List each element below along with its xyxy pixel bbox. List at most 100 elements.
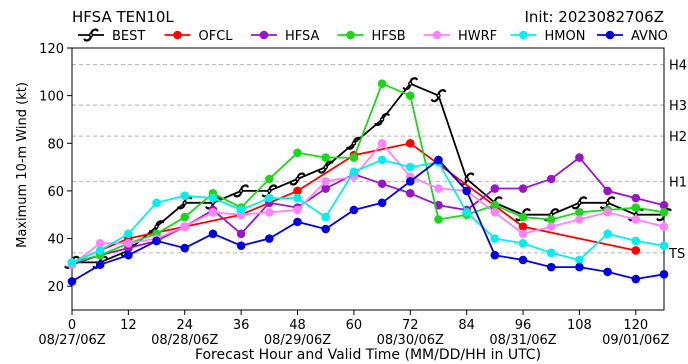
data-point-avno [236, 241, 246, 250]
category-label-ts: TS [668, 247, 685, 262]
data-point-best [430, 89, 447, 103]
legend-item-hmon: HMON [510, 29, 586, 44]
data-point-hfsa [575, 153, 584, 162]
data-point-avno [293, 217, 302, 227]
data-point-hmon [490, 234, 500, 243]
data-point-hfsa [603, 186, 612, 196]
series-line-hmon [71, 158, 665, 264]
data-point-avno [265, 234, 274, 243]
data-point-hfsb [180, 212, 190, 222]
data-point-best [233, 184, 249, 198]
data-point-hfsb [405, 91, 415, 100]
data-point-hmon [546, 248, 556, 258]
data-point-hwrf [293, 205, 302, 215]
legend-label-ofcl: OFCL [199, 29, 234, 44]
series-line-hfsb [71, 82, 665, 264]
data-point-avno [208, 229, 218, 239]
plot-frame [71, 47, 665, 311]
data-point-hfsb [293, 148, 302, 158]
data-point-avno [377, 198, 387, 208]
data-point-hmon [124, 229, 133, 239]
x-axis-label: Forecast Hour and Valid Time (MM/DD/HH i… [195, 347, 541, 363]
data-point-avno [180, 243, 190, 253]
x-tick-date-label: 08/31/06Z [489, 333, 556, 348]
legend-item-hwrf: HWRF [424, 29, 497, 44]
data-point-hfsa [405, 188, 415, 198]
category-label-h4: H4 [669, 59, 687, 74]
data-point-hfsb [490, 200, 500, 210]
data-point-hfsa [490, 184, 500, 193]
data-point-hwrf [490, 208, 500, 217]
data-point-hwrf [95, 239, 105, 248]
data-point-hfsa [236, 229, 246, 239]
x-tick-date-label: 09/01/06Z [602, 333, 669, 348]
data-point-hwrf [265, 208, 274, 217]
data-point-hfsb [434, 215, 443, 224]
x-tick-label: 84 [458, 318, 475, 333]
data-point-ofcl [631, 246, 641, 255]
legend-label-hfsb: HFSB [372, 29, 406, 44]
data-point-avno [152, 236, 161, 246]
data-point-hfsb [377, 79, 387, 89]
data-point-hmon [405, 162, 415, 172]
data-point-avno [124, 250, 133, 260]
data-point-hmon [377, 155, 387, 165]
legend-item-hfsb: HFSB [337, 29, 406, 44]
chart-title-left: HFSA TEN10L [72, 8, 174, 26]
x-tick-label: 60 [346, 318, 363, 333]
data-point-best [374, 112, 390, 127]
legend-marker-hfsb [346, 30, 355, 40]
x-tick-label: 48 [289, 318, 306, 333]
data-point-hfsa [546, 174, 556, 184]
data-point-hwrf [321, 177, 331, 186]
data-point-best [318, 160, 334, 174]
x-tick-date-label: 08/28/06Z [151, 333, 218, 348]
legend-item-hfsa: HFSA [251, 29, 320, 44]
data-point-hwrf [208, 208, 218, 217]
series-line-avno [71, 158, 665, 283]
category-label-h3: H3 [669, 99, 687, 114]
series-hmon [67, 155, 669, 267]
x-tick-date-label: 08/27/06Z [38, 333, 105, 348]
legend: BEST OFCL HFSA HFSB HWRF HMON AVNO [78, 28, 668, 44]
data-point-avno [546, 262, 556, 272]
legend-marker-ofcl [173, 30, 182, 40]
legend-label-hmon: HMON [545, 29, 586, 44]
data-point-hfsb [546, 215, 556, 224]
data-point-hfsb [349, 153, 359, 162]
series-line-best [72, 82, 664, 264]
data-point-hmon [321, 212, 331, 222]
y-tick-label: 100 [39, 90, 64, 105]
data-point-hwrf [124, 239, 133, 248]
legend-marker-hmon [519, 30, 528, 40]
data-point-hmon [631, 236, 641, 246]
data-point-hmon [95, 246, 105, 255]
data-point-hmon [265, 193, 274, 203]
y-tick-label: 80 [47, 137, 64, 152]
data-point-avno [321, 224, 331, 234]
data-point-hfsb [659, 208, 669, 217]
category-label-h1: H1 [669, 175, 687, 190]
data-point-avno [659, 269, 669, 279]
data-point-hmon [462, 208, 471, 217]
x-tick-label: 96 [515, 318, 532, 333]
data-point-avno [405, 177, 415, 186]
data-point-hfsb [518, 212, 528, 222]
data-point-hwrf [659, 222, 669, 231]
x-tick-date-label: 08/30/06Z [377, 333, 444, 348]
x-tick-label: 72 [402, 318, 419, 333]
y-tick-label: 20 [47, 280, 64, 295]
legend-marker-hfsa [259, 30, 269, 40]
data-point-avno [490, 250, 500, 260]
data-point-hmon [180, 191, 190, 200]
x-tick-date-label: 08/29/06Z [264, 333, 331, 348]
y-tick-label: 40 [47, 233, 64, 248]
data-point-hmon [208, 193, 218, 203]
legend-label-best: BEST [112, 29, 145, 44]
data-point-hmon [236, 205, 246, 215]
data-point-avno [95, 260, 105, 270]
data-point-hwrf [434, 184, 443, 193]
series-line-hfsa [71, 156, 665, 266]
data-point-hmon [659, 241, 669, 250]
